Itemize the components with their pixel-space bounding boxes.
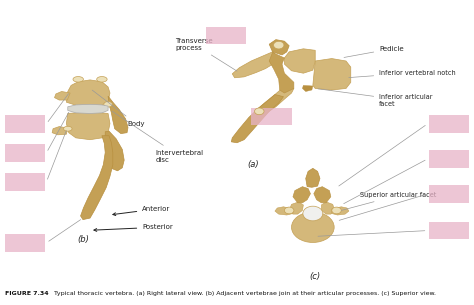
Polygon shape bbox=[302, 85, 313, 92]
Ellipse shape bbox=[255, 108, 264, 115]
Ellipse shape bbox=[284, 207, 294, 214]
Ellipse shape bbox=[73, 77, 83, 82]
Text: Posterior: Posterior bbox=[94, 224, 173, 231]
Text: Pedicle: Pedicle bbox=[344, 46, 404, 57]
Ellipse shape bbox=[97, 77, 107, 82]
Polygon shape bbox=[313, 59, 351, 90]
Polygon shape bbox=[289, 202, 303, 214]
Ellipse shape bbox=[64, 126, 72, 131]
Text: Superior articular facet: Superior articular facet bbox=[342, 192, 437, 210]
Bar bbox=[5, 144, 45, 162]
Bar bbox=[429, 115, 469, 133]
Polygon shape bbox=[293, 187, 310, 203]
Polygon shape bbox=[105, 131, 124, 171]
Polygon shape bbox=[55, 92, 70, 100]
Bar bbox=[429, 150, 469, 168]
Text: Intervertebral
disc: Intervertebral disc bbox=[112, 111, 204, 163]
Bar bbox=[429, 185, 469, 203]
Text: Inferior articular
facet: Inferior articular facet bbox=[318, 89, 433, 107]
Polygon shape bbox=[332, 207, 349, 215]
Text: Typical thoracic vertebra. (a) Right lateral view. (b) Adjacent vertebrae join a: Typical thoracic vertebra. (a) Right lat… bbox=[50, 291, 436, 296]
Polygon shape bbox=[306, 168, 320, 187]
Polygon shape bbox=[269, 52, 294, 93]
Polygon shape bbox=[275, 207, 293, 215]
Text: (a): (a) bbox=[248, 160, 259, 169]
Bar bbox=[5, 234, 45, 252]
Polygon shape bbox=[256, 88, 294, 115]
Polygon shape bbox=[284, 49, 315, 73]
Ellipse shape bbox=[332, 207, 341, 214]
Text: Inferior vertebral notch: Inferior vertebral notch bbox=[349, 70, 456, 77]
Text: (b): (b) bbox=[77, 235, 89, 244]
Polygon shape bbox=[66, 112, 110, 140]
Polygon shape bbox=[314, 187, 331, 203]
Ellipse shape bbox=[104, 102, 112, 107]
Polygon shape bbox=[68, 104, 108, 113]
Ellipse shape bbox=[303, 206, 323, 221]
Polygon shape bbox=[269, 40, 289, 55]
Polygon shape bbox=[232, 52, 280, 78]
Bar bbox=[251, 108, 292, 125]
Ellipse shape bbox=[292, 212, 334, 242]
Text: Body: Body bbox=[92, 90, 145, 127]
Polygon shape bbox=[66, 80, 110, 107]
Polygon shape bbox=[108, 96, 128, 134]
Bar bbox=[429, 222, 469, 239]
Bar bbox=[206, 27, 246, 44]
Text: (c): (c) bbox=[310, 271, 321, 281]
Ellipse shape bbox=[273, 41, 284, 49]
Text: Transverse
process: Transverse process bbox=[175, 38, 237, 71]
Polygon shape bbox=[52, 127, 68, 135]
Polygon shape bbox=[321, 202, 335, 214]
Bar bbox=[5, 115, 45, 133]
Polygon shape bbox=[231, 95, 283, 143]
Text: Anterior: Anterior bbox=[113, 206, 171, 216]
Polygon shape bbox=[81, 136, 113, 220]
Bar bbox=[5, 173, 45, 191]
Text: FIGURE 7.34: FIGURE 7.34 bbox=[5, 291, 48, 296]
